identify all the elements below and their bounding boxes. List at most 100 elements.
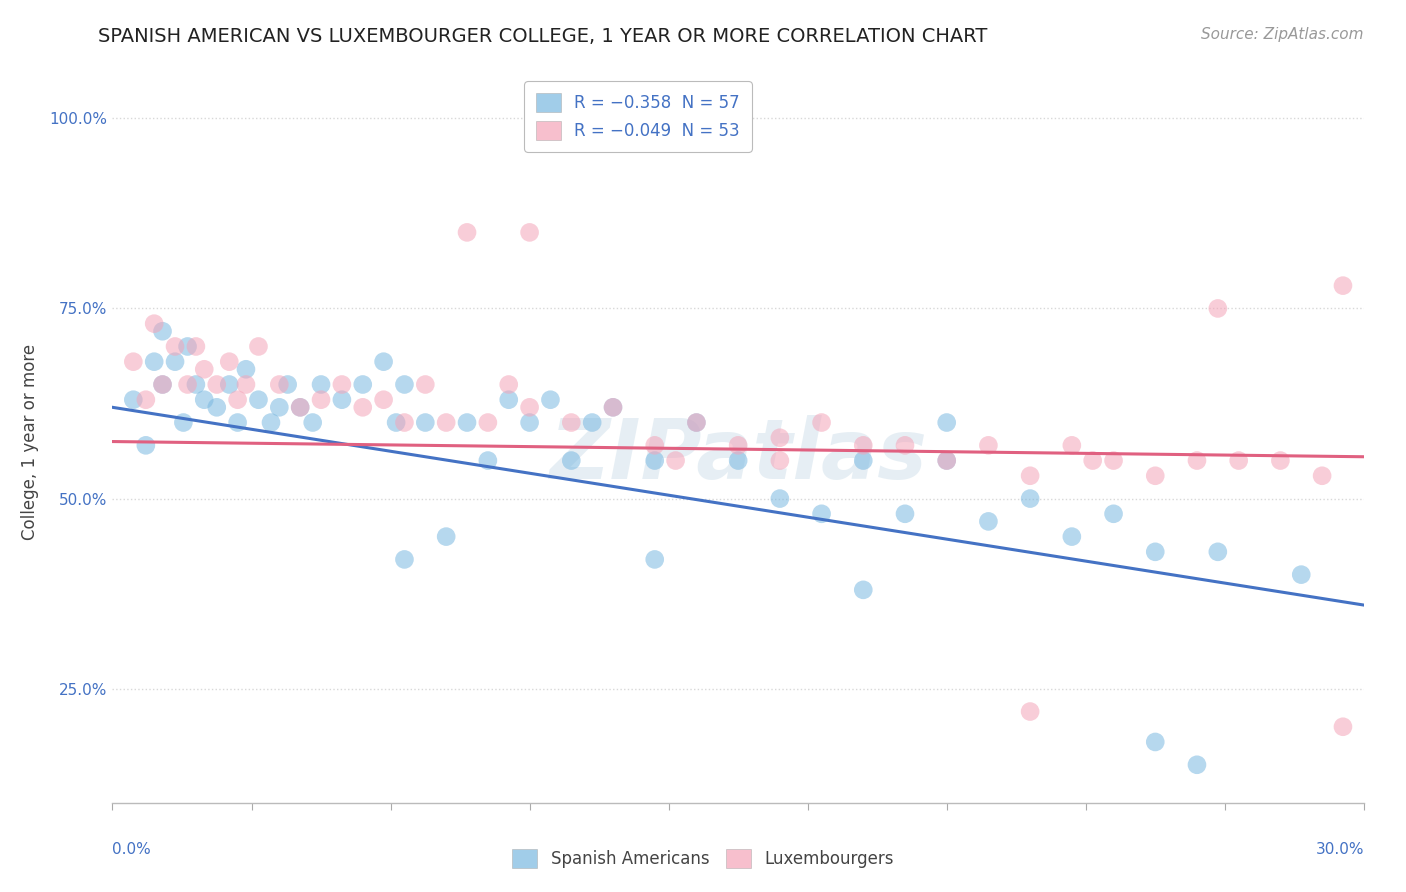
Point xyxy=(235,377,257,392)
Point xyxy=(434,416,457,430)
Point xyxy=(1310,468,1333,483)
Point xyxy=(122,392,145,407)
Point xyxy=(1185,757,1208,772)
Point xyxy=(218,354,240,368)
Point xyxy=(1102,453,1125,467)
Point xyxy=(235,362,257,376)
Point xyxy=(394,377,416,392)
Point xyxy=(519,401,541,415)
Point xyxy=(218,377,240,392)
Point xyxy=(560,416,582,430)
Point xyxy=(184,339,207,353)
Point xyxy=(1019,491,1042,506)
Point xyxy=(301,416,323,430)
Point xyxy=(1227,453,1250,467)
Point xyxy=(143,354,166,368)
Point xyxy=(1060,438,1083,452)
Point xyxy=(290,401,312,415)
Point xyxy=(226,392,249,407)
Text: ZIPatlas: ZIPatlas xyxy=(550,416,927,497)
Point xyxy=(538,392,561,407)
Point xyxy=(477,453,499,467)
Point xyxy=(373,354,395,368)
Point xyxy=(1185,453,1208,467)
Point xyxy=(269,401,291,415)
Point xyxy=(456,416,478,430)
Point xyxy=(269,377,291,392)
Point xyxy=(434,530,457,544)
Point xyxy=(1291,567,1313,582)
Point xyxy=(309,377,332,392)
Point xyxy=(1019,468,1042,483)
Point xyxy=(135,438,157,452)
Point xyxy=(810,416,832,430)
Point xyxy=(205,401,228,415)
Point xyxy=(394,416,416,430)
Point xyxy=(176,377,198,392)
Point xyxy=(644,453,666,467)
Point xyxy=(1060,530,1083,544)
Point xyxy=(935,453,957,467)
Point xyxy=(1144,468,1167,483)
Point xyxy=(163,354,186,368)
Point xyxy=(277,377,299,392)
Point xyxy=(143,317,166,331)
Point xyxy=(602,401,624,415)
Text: SPANISH AMERICAN VS LUXEMBOURGER COLLEGE, 1 YEAR OR MORE CORRELATION CHART: SPANISH AMERICAN VS LUXEMBOURGER COLLEGE… xyxy=(98,27,988,45)
Point xyxy=(163,339,186,353)
Point xyxy=(456,226,478,240)
Point xyxy=(152,377,174,392)
Point xyxy=(602,401,624,415)
Point xyxy=(685,416,707,430)
Point xyxy=(1081,453,1104,467)
Point xyxy=(852,582,875,597)
Point xyxy=(894,507,917,521)
Point xyxy=(352,401,374,415)
Point xyxy=(1144,735,1167,749)
Point xyxy=(184,377,207,392)
Point xyxy=(769,431,792,445)
Point xyxy=(769,491,792,506)
Point xyxy=(1331,720,1354,734)
Point xyxy=(122,354,145,368)
Point xyxy=(685,416,707,430)
Point xyxy=(1206,301,1229,316)
Point xyxy=(977,515,1000,529)
Point xyxy=(1102,507,1125,521)
Point xyxy=(193,362,215,376)
Point xyxy=(581,416,603,430)
Point xyxy=(290,401,312,415)
Point xyxy=(498,392,520,407)
Point xyxy=(935,453,957,467)
Point xyxy=(477,416,499,430)
Point xyxy=(644,552,666,566)
Point xyxy=(644,438,666,452)
Point xyxy=(226,416,249,430)
Legend: R = −0.358  N = 57, R = −0.049  N = 53: R = −0.358 N = 57, R = −0.049 N = 53 xyxy=(524,81,752,152)
Point xyxy=(727,438,749,452)
Point xyxy=(1270,453,1292,467)
Point xyxy=(1144,545,1167,559)
Point xyxy=(152,377,174,392)
Point xyxy=(560,453,582,467)
Point xyxy=(413,416,436,430)
Point xyxy=(260,416,283,430)
Point xyxy=(385,416,408,430)
Text: Source: ZipAtlas.com: Source: ZipAtlas.com xyxy=(1201,27,1364,42)
Point xyxy=(176,339,198,353)
Point xyxy=(1206,545,1229,559)
Point xyxy=(1331,278,1354,293)
Text: 30.0%: 30.0% xyxy=(1316,842,1364,856)
Point xyxy=(205,377,228,392)
Point xyxy=(135,392,157,407)
Point xyxy=(519,416,541,430)
Point xyxy=(352,377,374,392)
Point xyxy=(498,377,520,392)
Legend: Spanish Americans, Luxembourgers: Spanish Americans, Luxembourgers xyxy=(506,842,900,875)
Point xyxy=(519,226,541,240)
Point xyxy=(1019,705,1042,719)
Point xyxy=(152,324,174,338)
Point xyxy=(373,392,395,407)
Point xyxy=(977,438,1000,452)
Point xyxy=(394,552,416,566)
